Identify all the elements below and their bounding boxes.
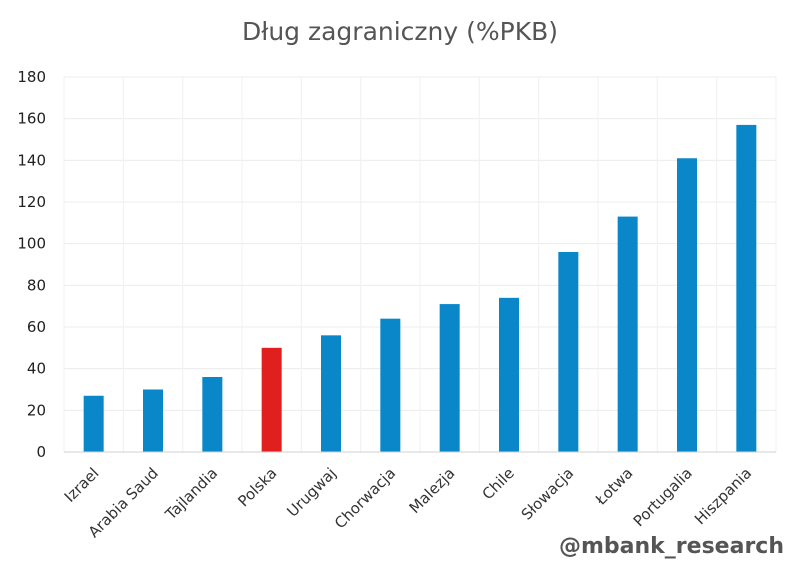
x-tick-label: Słowacja [518,464,577,523]
y-tick-label: 180 [17,68,46,86]
bar-chorwacja [380,318,401,452]
x-tick-label: Portugalia [630,464,696,530]
y-tick-label: 120 [17,193,46,211]
x-tick-label: Łotwa [591,464,636,509]
x-tick-label: Urugwaj [283,464,339,520]
bar-arabia-saud [143,389,163,452]
x-tick-label: Izrael [61,464,103,506]
bar-chile [499,297,519,452]
y-tick-label: 80 [27,276,46,294]
x-tick-label: Chile [479,464,518,503]
bar-łotwa [617,216,638,452]
bar-słowacja [558,252,579,452]
bar-portugalia [677,158,697,452]
x-tick-label: Tajlandia [161,464,221,524]
bar-polska [261,347,282,452]
y-tick-label: 20 [27,401,46,419]
x-tick-label: Chorwacja [331,464,399,532]
y-tick-label: 100 [17,235,46,253]
grid-layer [63,76,777,452]
y-tick-label: 60 [27,318,46,336]
bar-urugwaj [321,335,341,452]
chart-title: Dług zagraniczny (%PKB) [241,17,559,46]
x-tick-label: Hiszpania [691,464,755,528]
x-tick-label: Malezja [406,464,459,517]
bar-izrael [83,395,104,452]
bar-layer [83,124,757,453]
y-tick-label: 0 [36,443,46,461]
x-tick-label: Polska [234,464,280,510]
bar-tajlandia [202,377,223,452]
y-tick-label: 160 [17,110,46,128]
watermark-handle: @mbank_research [559,534,784,559]
bar-malezja [439,304,460,452]
y-tick-label: 140 [17,151,46,169]
bar-hiszpania [736,124,757,453]
y-tick-label: 40 [27,360,46,378]
